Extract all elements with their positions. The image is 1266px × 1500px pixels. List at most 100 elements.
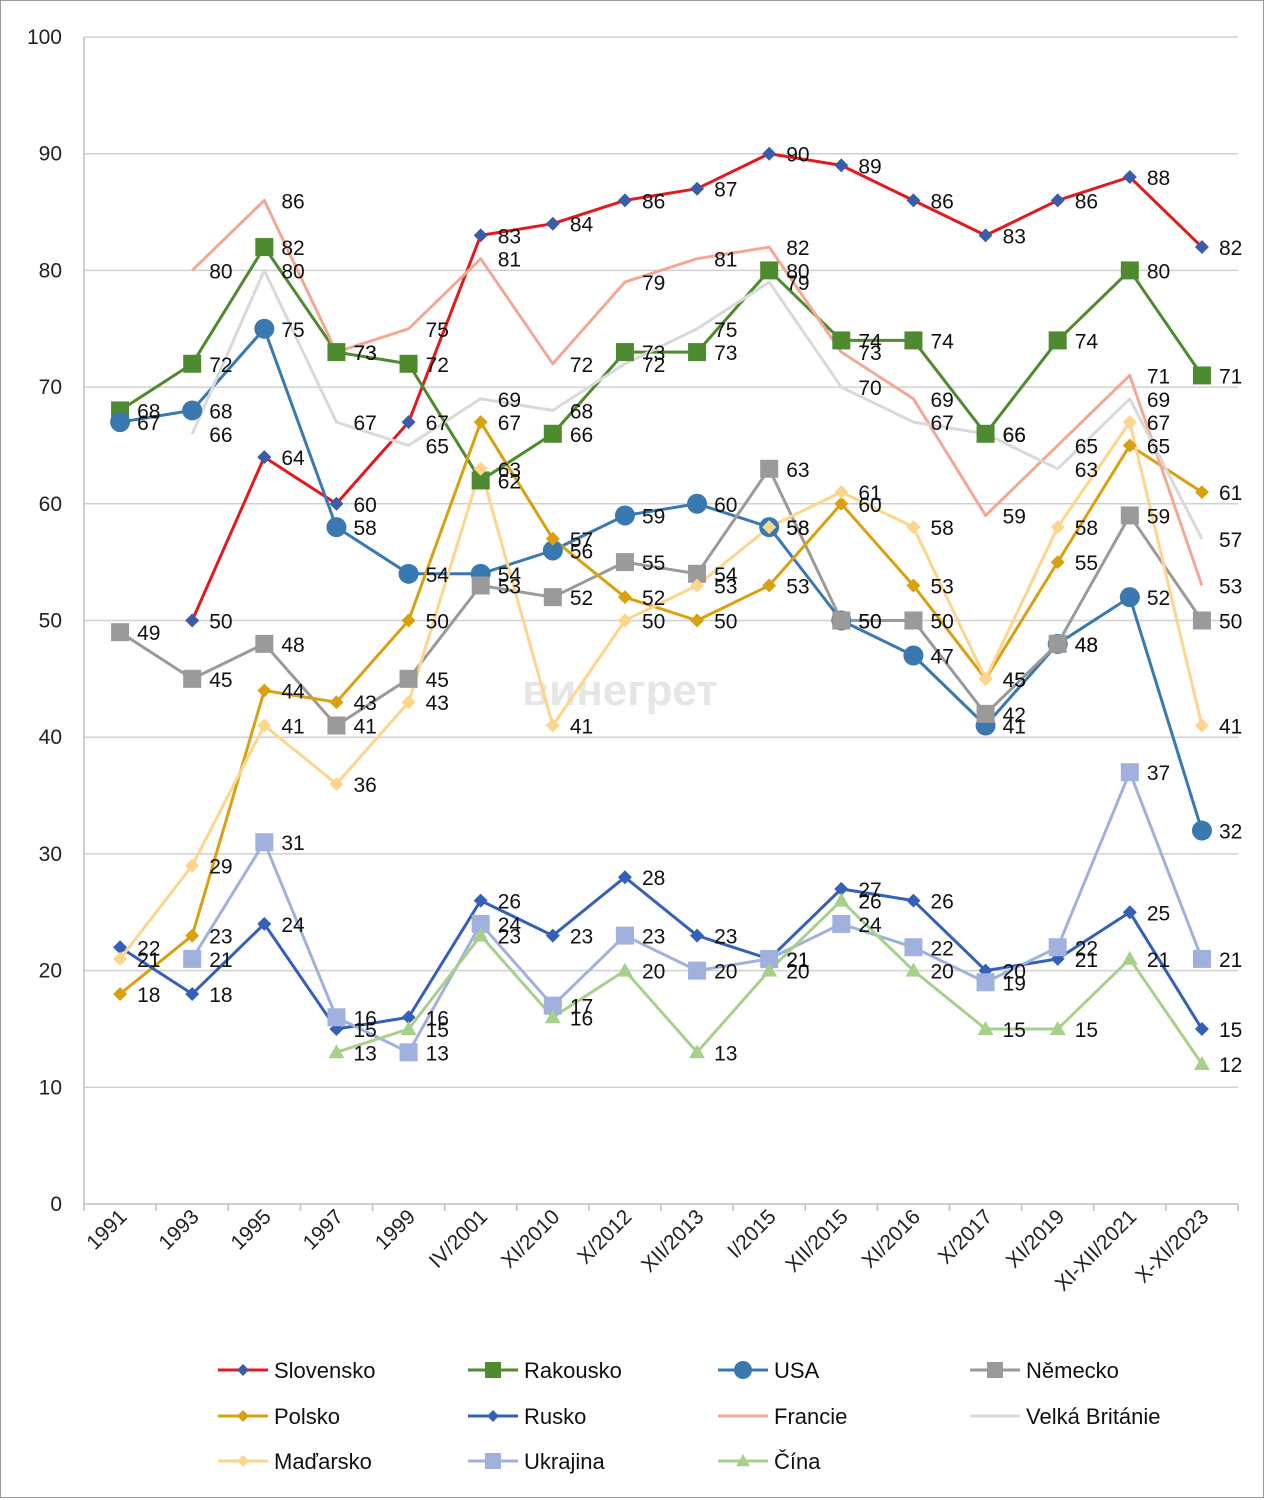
data-point-ukrajina (976, 973, 995, 992)
data-label-polsko: 52 (642, 587, 665, 610)
legend-item-madarsko: Maďarsko (218, 1449, 372, 1474)
data-point-usa (398, 563, 419, 584)
legend-swatch-marker (487, 1410, 499, 1422)
data-label-francie: 73 (353, 342, 376, 365)
data-label-madarsko: 29 (209, 856, 232, 879)
data-label-cina: 20 (786, 961, 809, 984)
series-line-madarsko (118, 420, 1204, 960)
legend-label: Maďarsko (274, 1449, 372, 1474)
data-label-velka-britanie: 72 (642, 354, 665, 377)
data-point-polsko (690, 613, 705, 628)
data-label-usa: 58 (786, 517, 809, 540)
legend-swatch-marker (485, 1362, 501, 1378)
data-point-rusko (113, 940, 128, 955)
data-label-slovensko: 86 (1075, 190, 1098, 213)
legend-item-polsko: Polsko (218, 1404, 340, 1429)
series-line-nemecko (119, 467, 1204, 727)
legend-label: Slovensko (274, 1358, 376, 1383)
data-point-madarsko (401, 695, 416, 710)
data-label-usa: 50 (858, 611, 881, 634)
legend-label: Polsko (274, 1404, 340, 1429)
legend-label: USA (774, 1358, 820, 1383)
data-point-usa (110, 412, 131, 433)
data-label-velka-britanie: 57 (1219, 529, 1242, 552)
data-point-usa (903, 645, 924, 666)
x-tick-label: XII/2015 (781, 1205, 853, 1277)
data-point-ukrajina (760, 949, 779, 968)
y-tick-label: 50 (39, 610, 62, 633)
data-label-francie: 80 (209, 260, 232, 283)
data-label-cina: 15 (1075, 1019, 1098, 1042)
data-point-cina (328, 1044, 345, 1059)
data-point-polsko (257, 683, 272, 698)
legend-label: Čína (774, 1449, 821, 1474)
data-label-ukrajina: 31 (281, 832, 304, 855)
legend-swatch-marker (237, 1410, 249, 1422)
grid (84, 36, 1238, 1089)
data-label-polsko: 50 (714, 611, 737, 634)
data-label-madarsko: 53 (714, 575, 737, 598)
data-label-cina: 13 (714, 1042, 737, 1065)
data-label-nemecko: 48 (1075, 634, 1098, 657)
data-label-velka-britanie: 67 (930, 412, 953, 435)
data-label-slovensko: 64 (281, 447, 305, 470)
data-label-francie: 81 (498, 249, 521, 272)
data-label-polsko: 67 (498, 412, 521, 435)
legend-swatch-marker (485, 1453, 501, 1469)
data-point-slovensko (401, 415, 416, 430)
data-point-rakousko (327, 343, 346, 362)
data-point-madarsko (473, 461, 488, 476)
data-point-rakousko (1192, 366, 1211, 385)
data-point-rakousko (255, 238, 274, 257)
data-point-nemecko (255, 634, 274, 653)
legend-swatch-marker (237, 1455, 249, 1467)
data-label-francie: 81 (714, 249, 737, 272)
data-label-nemecko: 45 (426, 669, 449, 692)
data-label-ukrajina: 37 (1147, 762, 1170, 785)
x-tick-label: XII/2013 (637, 1205, 709, 1277)
data-label-rakousko: 73 (642, 342, 665, 365)
data-label-slovensko: 50 (209, 611, 232, 634)
x-tick-label: X-XI/2023 (1131, 1205, 1213, 1287)
data-label-rakousko: 66 (570, 424, 593, 447)
legend-item-slovensko: Slovensko (218, 1358, 376, 1383)
data-point-slovensko (473, 228, 488, 243)
data-label-usa: 41 (1003, 716, 1026, 739)
data-label-madarsko: 36 (353, 774, 376, 797)
legend-swatch-marker (237, 1364, 249, 1376)
data-label-polsko: 53 (930, 575, 953, 598)
legend-swatch-marker (734, 1361, 752, 1379)
data-point-slovensko (1050, 193, 1065, 208)
data-point-cina (1193, 1055, 1210, 1070)
data-label-francie: 82 (786, 237, 809, 260)
data-label-nemecko: 55 (642, 552, 665, 575)
data-label-francie: 69 (930, 389, 953, 412)
data-point-rakousko (543, 424, 562, 443)
data-point-cina (905, 962, 922, 977)
data-point-rakousko (976, 424, 995, 443)
data-point-rakousko (471, 471, 490, 490)
data-label-polsko: 18 (137, 984, 160, 1007)
data-point-rusko (834, 881, 849, 896)
data-point-cina (977, 1020, 994, 1035)
data-label-rusko: 16 (426, 1007, 449, 1030)
data-label-ukrajina: 17 (570, 996, 593, 1019)
legend-item-rusko: Rusko (468, 1404, 586, 1429)
data-label-madarsko: 43 (426, 692, 449, 715)
data-point-slovensko (690, 181, 705, 196)
x-tick-label: X/2017 (934, 1205, 997, 1268)
data-label-usa: 59 (642, 505, 665, 528)
data-point-nemecko (543, 588, 562, 607)
legend-label: Rusko (524, 1404, 586, 1429)
data-label-madarsko: 61 (858, 482, 881, 505)
data-label-rakousko: 72 (209, 354, 232, 377)
data-point-slovensko (1122, 170, 1137, 185)
data-point-nemecko (976, 704, 995, 723)
data-point-ukrajina (543, 996, 562, 1015)
data-label-velka-britanie: 66 (209, 424, 232, 447)
data-point-rusko (257, 916, 272, 931)
data-label-rakousko: 74 (858, 330, 882, 353)
data-labels: 5064606783848687908986838688826872827372… (137, 144, 1242, 1077)
data-label-usa: 60 (714, 494, 737, 517)
